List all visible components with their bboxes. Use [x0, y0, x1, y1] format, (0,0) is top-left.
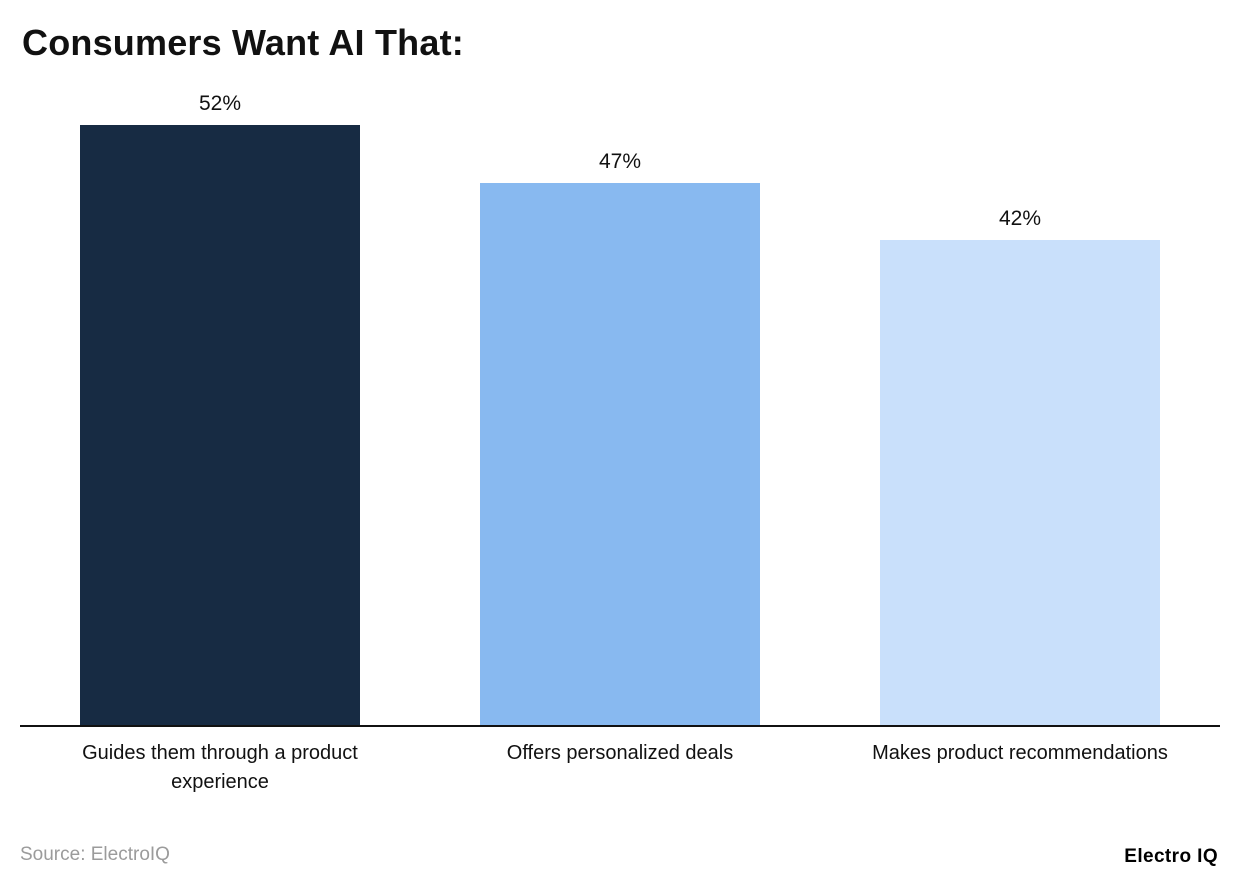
bar-value-label-1: 52%: [198, 92, 242, 115]
bar-group-2: 47%: [420, 150, 820, 725]
bar-group-3: 42%: [820, 207, 1220, 725]
bar-value-label-2: 47%: [598, 150, 642, 173]
category-label-2: Offers personalized deals: [506, 742, 734, 764]
chart-title: Consumers Want AI That:: [22, 22, 464, 63]
bar-chart: 52% 47% 42% Guides them through a produc…: [20, 92, 1220, 797]
plot-area: 52% 47% 42%: [20, 92, 1220, 727]
bar-group-1: 52%: [20, 92, 420, 725]
x-axis-labels: Guides them through a product experience…: [20, 727, 1220, 797]
brand-logo: Electro IQ: [1124, 846, 1218, 867]
source-note: Source: ElectroIQ: [20, 844, 170, 865]
category-label-1: Guides them through a product experience: [82, 742, 358, 793]
bar-3: [880, 240, 1160, 725]
bar-2: [480, 183, 760, 725]
bar-1: [80, 125, 360, 725]
bar-value-label-3: 42%: [998, 207, 1042, 230]
category-label-3: Makes product recommendations: [872, 742, 1168, 764]
